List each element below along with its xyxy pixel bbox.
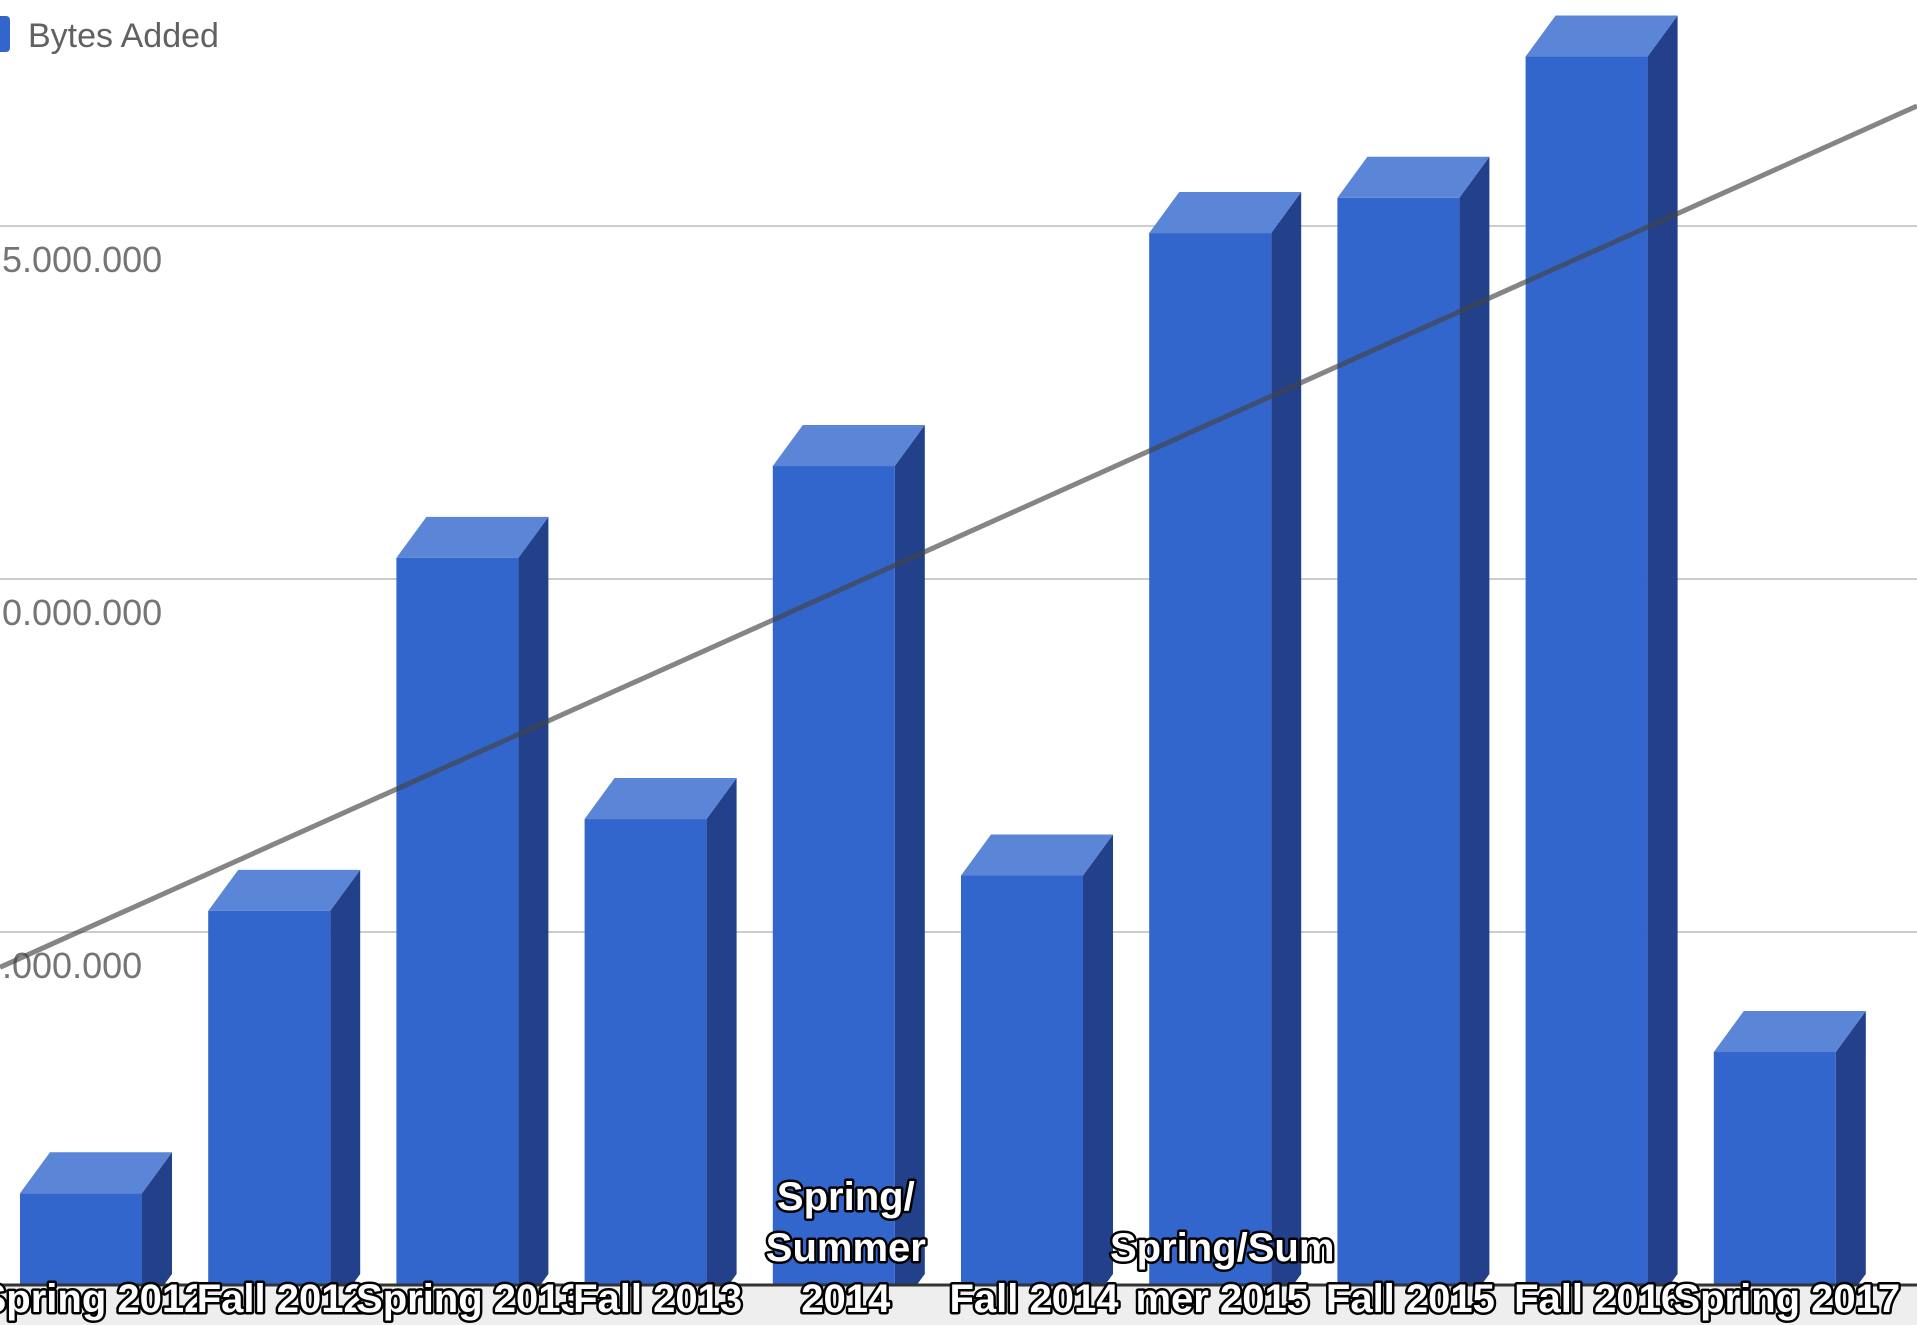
bar-side-face [706,778,737,1315]
y-tick-label: 0.000.000 [2,592,162,633]
bar-side-face [894,425,925,1315]
bar-side-face [1271,192,1302,1315]
y-tick-label: 5.000.000 [2,239,162,280]
x-tick-label-line: Spring/Sum [1110,1226,1334,1270]
x-tick-label-line: mer 2015 [1135,1277,1308,1321]
bar-side-face [142,1152,172,1315]
legend: Bytes Added [0,16,219,55]
x-tick-label-line: Summer [766,1226,926,1270]
bar-front-face [1337,197,1460,1315]
bar-front-face [396,557,519,1315]
bar-front-face [208,910,331,1315]
bar-top-face [396,516,549,558]
x-tick-label: Fall 2012 [197,1277,366,1321]
x-tick-label-line: Fall 2015 [1326,1277,1495,1321]
x-tick-label: Fall 2016 [1514,1277,1683,1321]
x-tick-label: Spring/Summer 2014 [766,1175,926,1321]
bar [1713,1011,1866,1315]
bar-front-face [1525,56,1648,1315]
bar-top-face [20,1152,172,1194]
x-tick-label-line: Fall 2014 [949,1277,1119,1321]
x-axis-group [0,1283,1917,1325]
bar-front-face [1149,233,1272,1315]
x-tick-label-line: Spring 2013 [356,1277,583,1321]
bar-top-face [961,834,1113,876]
y-tick-label: .000.000 [2,945,142,986]
bar-top-face [1149,192,1302,234]
bar-top-face [584,778,737,820]
x-tick-label: Fall 2015 [1326,1277,1495,1321]
bar-front-face [772,466,895,1315]
bar [1337,156,1490,1315]
x-tick-label: Spring 2017 [1673,1277,1900,1321]
bar [396,516,549,1315]
bar-front-face [961,875,1083,1315]
x-tick-label-line: Fall 2012 [197,1277,366,1321]
x-axis-band [0,1285,1917,1325]
bar-side-face [518,516,549,1315]
x-tick-label: Spring/Sum mer 2015 [1110,1226,1334,1321]
x-tick-label: Spring 2012 [0,1277,206,1321]
bar-front-face [584,819,707,1315]
trendline-group [0,103,1917,970]
bar-top-face [208,869,361,911]
y-axis-tick-labels: .000.000 0.000.000 5.000.000 [2,239,162,986]
x-tick-label-line: Spring 2012 [0,1277,206,1321]
bar [961,834,1113,1315]
x-tick-label: Fall 2013 [573,1277,742,1321]
bars [20,15,1866,1315]
bar-side-face [330,869,361,1315]
x-tick-label: Spring 2013 [356,1277,583,1321]
bar-top-face [1337,156,1490,198]
bar-front-face [1713,1052,1836,1315]
bar [1149,192,1302,1315]
bar-top-face [1713,1011,1866,1053]
bar [584,778,737,1315]
x-tick-label-line: 2014 [801,1277,891,1321]
x-tick-label-line: Spring/ [777,1175,915,1219]
bar [772,425,925,1315]
bar-side-face [1459,156,1490,1315]
bar-side-face [1083,834,1113,1315]
x-tick-label-line: Spring 2017 [1673,1277,1900,1321]
x-tick-label-line: Fall 2013 [573,1277,742,1321]
legend-swatch [0,16,10,52]
x-tick-label: Fall 2014 [949,1277,1119,1321]
bar [208,869,361,1315]
bar-top-face [1525,15,1678,57]
bar-top-face [772,425,925,467]
bar-side-face [1647,15,1678,1315]
bar-side-face [1835,1011,1866,1315]
trendline [0,103,1917,970]
x-tick-label-line: Fall 2016 [1514,1277,1683,1321]
bar [1525,15,1678,1315]
legend-label: Bytes Added [28,17,219,55]
